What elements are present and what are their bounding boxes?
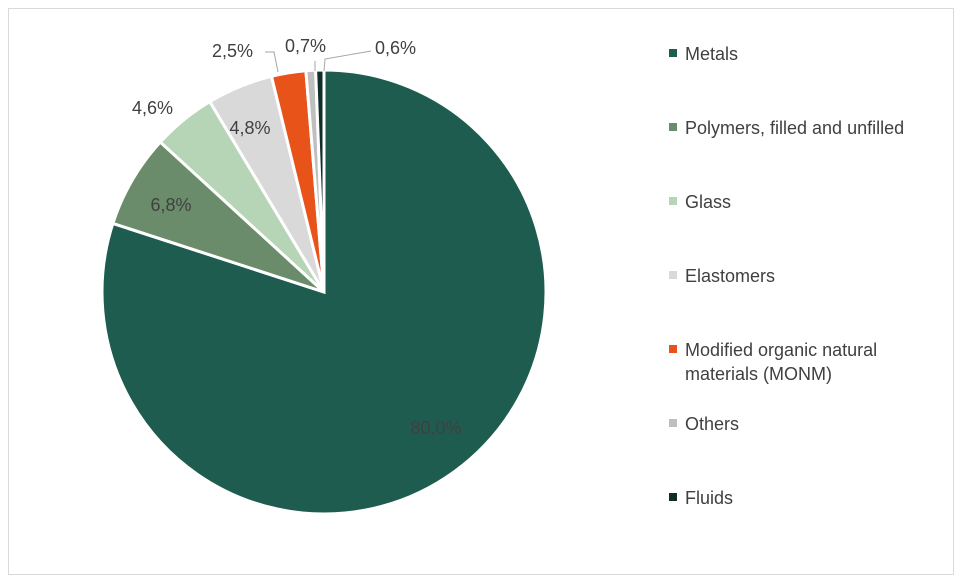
data-label: 6,8%: [150, 195, 191, 215]
chart-frame: 80,0% 6,8% 4,6% 4,8% 2,5% 0,7% 0,6% Metals Poly…: [8, 8, 954, 575]
data-label: 0,7%: [285, 36, 326, 56]
legend-item: Glass: [669, 190, 956, 214]
legend-label: Modified organic natural materials (MONM): [685, 340, 878, 384]
legend-label: Polymers, filled and unfilled: [685, 118, 905, 138]
data-label: 4,6%: [132, 98, 173, 118]
legend-swatch: [669, 123, 677, 131]
legend-item: Fluids: [669, 486, 956, 510]
data-label: 4,8%: [229, 118, 270, 138]
legend-item: Metals: [669, 42, 956, 66]
legend-item: Others: [669, 412, 956, 436]
leader-line: [265, 51, 279, 73]
legend-swatch: [669, 419, 677, 427]
legend-label: Glass: [685, 192, 732, 212]
legend-label: Fluids: [685, 488, 734, 508]
legend-item: Elastomers: [669, 264, 956, 288]
legend-item: Modified organic natural materials (MONM): [669, 338, 956, 386]
legend-swatch: [669, 271, 677, 279]
legend-swatch: [669, 197, 677, 205]
data-label: 2,5%: [212, 41, 253, 61]
data-label: 0,6%: [375, 38, 416, 58]
pie-chart: 80,0% 6,8% 4,6% 4,8% 2,5% 0,7% 0,6%: [100, 36, 548, 516]
legend-label: Others: [685, 414, 740, 434]
legend-item: Polymers, filled and unfilled: [669, 116, 956, 140]
legend-label: Metals: [685, 44, 739, 64]
data-label: 80,0%: [410, 418, 461, 438]
legend-swatch: [669, 345, 677, 353]
leader-line: [323, 50, 372, 72]
legend-swatch: [669, 49, 677, 57]
legend-label: Elastomers: [685, 266, 776, 286]
legend-swatch: [669, 493, 677, 501]
